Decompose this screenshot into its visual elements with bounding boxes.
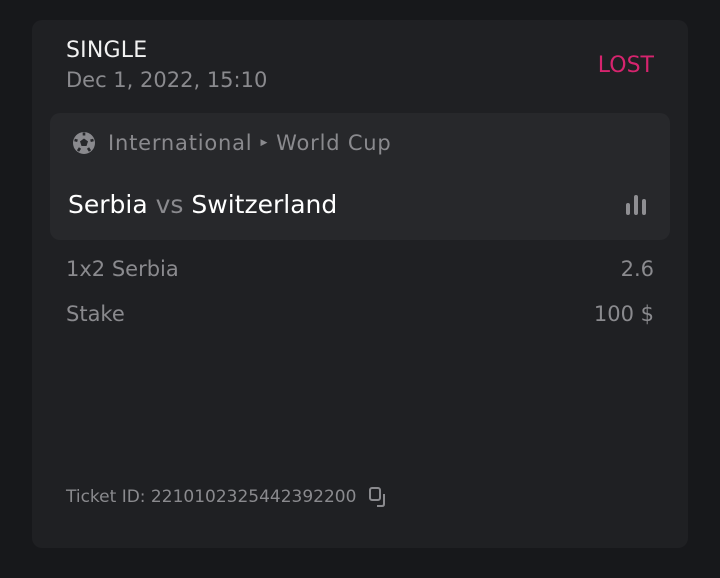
soccer-ball-icon <box>73 132 95 154</box>
stake-label: Stake <box>66 302 125 326</box>
breadcrumb: International ▶ World Cup <box>72 131 392 155</box>
bet-card: SINGLE Dec 1, 2022, 15:10 LOST Internati… <box>32 20 688 548</box>
vs-label: vs <box>155 190 184 219</box>
event-panel[interactable]: International ▶ World Cup Serbia vs Swit… <box>50 113 670 240</box>
home-team: Serbia <box>68 190 148 219</box>
tournament-label: World Cup <box>276 131 392 155</box>
selection-label: 1x2 Serbia <box>66 257 179 281</box>
status-badge: LOST <box>597 53 654 78</box>
ticket-id-label: Ticket ID: 2210102325442392200 <box>66 487 357 507</box>
match-title: Serbia vs Switzerland <box>68 190 337 219</box>
bet-type: SINGLE <box>66 38 148 63</box>
chevron-right-icon: ▶ <box>260 138 269 148</box>
ticket-id: Ticket ID: 2210102325442392200 <box>66 486 390 508</box>
selection-odds: 2.6 <box>620 257 654 281</box>
bar-chart-icon[interactable] <box>626 193 646 215</box>
category-label: International <box>108 131 253 155</box>
away-team: Switzerland <box>191 190 338 219</box>
stake-value: 100 $ <box>593 302 654 326</box>
stake-row: Stake 100 $ <box>66 302 654 326</box>
selection-row: 1x2 Serbia 2.6 <box>66 257 654 281</box>
bet-date: Dec 1, 2022, 15:10 <box>66 68 268 92</box>
copy-icon[interactable] <box>368 486 390 508</box>
